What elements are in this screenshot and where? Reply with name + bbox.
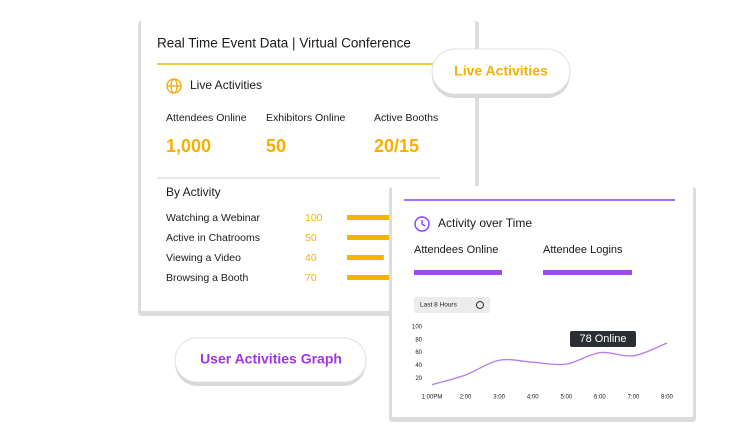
x-tick-label: 5:00 — [560, 395, 572, 401]
stat-value: 50 — [266, 136, 286, 156]
metric-label: Attendees Online — [414, 244, 498, 256]
row-bar — [347, 275, 412, 280]
row-value: 50 — [305, 232, 317, 244]
badge: Live Activities — [431, 48, 571, 98]
row-bar — [347, 255, 384, 260]
row-label: Browsing a Booth — [166, 272, 248, 284]
tooltip — [570, 331, 636, 347]
y-tick-label: 40 — [415, 363, 422, 369]
row-label: Active in Chatrooms — [166, 232, 260, 244]
x-tick-label: 2:00 — [460, 395, 472, 401]
stat-label: Exhibitors Online — [266, 112, 346, 124]
y-tick-label: 80 — [415, 337, 422, 343]
card — [392, 186, 693, 417]
card-title: Activity over Time — [438, 216, 532, 230]
stat-value: 1,000 — [166, 136, 211, 156]
stat-label: Attendees Online — [166, 112, 247, 124]
card-title: Real Time Event Data | Virtual Conferenc… — [157, 36, 411, 51]
badge-text: User Activities Graph — [200, 351, 342, 367]
range-button[interactable]: Last 8 Hours — [414, 297, 490, 313]
line-chart: 20 40 60 80 100 1:00PM 2:00 3:00 4:00 5:00 6:00 7:0… — [412, 325, 674, 401]
badge-body — [431, 48, 571, 95]
metric-bar — [543, 270, 632, 275]
row-label: Viewing a Video — [166, 252, 241, 264]
clock-icon — [414, 216, 430, 232]
section-title: Live Activities — [190, 78, 262, 92]
stat-label: Active Booths — [374, 112, 438, 124]
section-title: By Activity — [166, 185, 221, 199]
button-body[interactable] — [414, 297, 490, 313]
button-label[interactable]: Last 8 Hours — [420, 302, 458, 309]
x-tick-label: 8:00 — [661, 395, 673, 401]
metric-label: Attendee Logins — [543, 244, 623, 256]
x-tick-label: 4:00 — [527, 395, 539, 401]
badge: User Activities Graph — [174, 337, 367, 386]
metric-bar — [414, 270, 502, 275]
y-tick-label: 60 — [415, 350, 422, 356]
x-tick-label: 7:00 — [628, 395, 640, 401]
row-value: 100 — [305, 212, 323, 224]
right-card: Activity over Time Attendees Online Atte… — [389, 186, 696, 422]
x-tick-label: 6:00 — [594, 395, 606, 401]
stat-value: 20/15 — [374, 136, 419, 156]
row-value: 70 — [305, 272, 317, 284]
row-bar — [347, 235, 393, 240]
row-label: Watching a Webinar — [166, 212, 260, 224]
y-tick-label: 100 — [412, 325, 423, 331]
line — [431, 342, 668, 386]
row-value: 40 — [305, 252, 317, 264]
badge-text: Live Activities — [454, 63, 548, 79]
x-tick-label: 3:00 — [493, 395, 505, 401]
button-icon[interactable] — [476, 301, 484, 309]
y-tick-label: 20 — [415, 376, 422, 382]
globe-icon — [166, 78, 182, 94]
badge-body — [174, 337, 367, 383]
x-tick-label: 1:00PM — [422, 395, 443, 401]
tooltip-text: 78 Online — [579, 333, 626, 345]
